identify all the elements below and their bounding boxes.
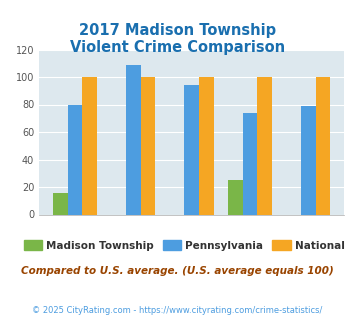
Bar [141,77,155,214]
Bar [316,77,331,214]
Text: 2017 Madison Township
Violent Crime Comparison: 2017 Madison Township Violent Crime Comp… [70,23,285,55]
Bar [67,105,82,214]
Bar [82,77,97,214]
Bar [243,113,257,214]
Bar [126,65,141,214]
Legend: Madison Township, Pennsylvania, National: Madison Township, Pennsylvania, National [20,236,349,255]
Text: © 2025 CityRating.com - https://www.cityrating.com/crime-statistics/: © 2025 CityRating.com - https://www.city… [32,306,323,315]
Bar [228,180,243,214]
Text: Compared to U.S. average. (U.S. average equals 100): Compared to U.S. average. (U.S. average … [21,266,334,276]
Bar [257,77,272,214]
Bar [184,85,199,214]
Bar [199,77,214,214]
Bar [53,192,67,214]
Bar [301,106,316,214]
